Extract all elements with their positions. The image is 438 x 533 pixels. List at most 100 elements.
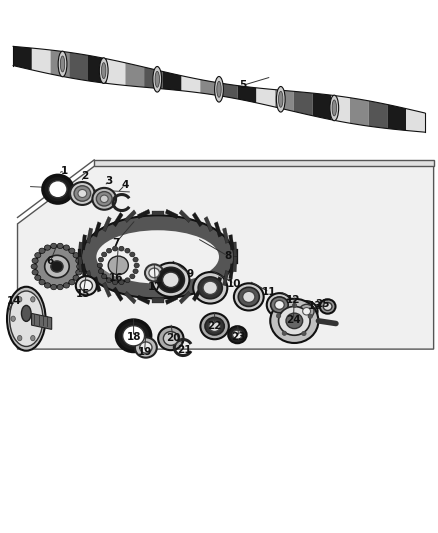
- Ellipse shape: [119, 280, 124, 285]
- Ellipse shape: [77, 264, 83, 269]
- Ellipse shape: [39, 248, 45, 254]
- Ellipse shape: [92, 188, 116, 209]
- Polygon shape: [152, 298, 164, 303]
- Ellipse shape: [200, 313, 229, 340]
- Polygon shape: [69, 52, 88, 81]
- Ellipse shape: [123, 326, 145, 346]
- Ellipse shape: [99, 269, 104, 273]
- Polygon shape: [233, 257, 237, 272]
- Ellipse shape: [64, 245, 70, 251]
- Ellipse shape: [140, 342, 152, 353]
- Text: 13: 13: [308, 302, 323, 311]
- Ellipse shape: [102, 252, 107, 257]
- Ellipse shape: [35, 253, 41, 258]
- Ellipse shape: [135, 337, 157, 358]
- Polygon shape: [152, 211, 164, 215]
- Ellipse shape: [31, 297, 35, 302]
- Ellipse shape: [99, 257, 104, 262]
- Ellipse shape: [113, 246, 118, 251]
- Ellipse shape: [18, 297, 22, 302]
- Ellipse shape: [73, 253, 79, 258]
- Ellipse shape: [205, 317, 224, 335]
- Polygon shape: [78, 242, 83, 257]
- Text: 5: 5: [240, 80, 247, 90]
- Ellipse shape: [51, 261, 63, 272]
- Ellipse shape: [57, 285, 63, 290]
- Ellipse shape: [32, 258, 38, 263]
- Ellipse shape: [293, 303, 297, 308]
- Ellipse shape: [125, 278, 130, 282]
- Text: 2: 2: [81, 171, 88, 181]
- Ellipse shape: [276, 314, 281, 318]
- Ellipse shape: [97, 263, 102, 268]
- Text: 21: 21: [177, 345, 191, 355]
- Text: 3: 3: [105, 176, 112, 186]
- Ellipse shape: [119, 246, 124, 251]
- Ellipse shape: [43, 175, 73, 203]
- Ellipse shape: [234, 284, 264, 310]
- Ellipse shape: [320, 300, 336, 313]
- Polygon shape: [234, 249, 238, 264]
- Ellipse shape: [39, 279, 45, 285]
- Polygon shape: [204, 216, 213, 232]
- Text: 9: 9: [187, 270, 194, 279]
- Ellipse shape: [44, 245, 50, 251]
- Text: 17: 17: [148, 282, 163, 292]
- Ellipse shape: [37, 316, 42, 321]
- Ellipse shape: [133, 257, 138, 262]
- Polygon shape: [138, 295, 150, 304]
- Ellipse shape: [45, 255, 69, 278]
- Ellipse shape: [152, 263, 189, 297]
- Ellipse shape: [49, 181, 67, 198]
- Polygon shape: [165, 295, 178, 304]
- Text: 18: 18: [126, 332, 141, 342]
- Ellipse shape: [51, 243, 57, 248]
- Polygon shape: [124, 210, 136, 223]
- Polygon shape: [81, 235, 87, 250]
- Ellipse shape: [238, 287, 259, 306]
- Ellipse shape: [7, 287, 46, 351]
- Ellipse shape: [69, 248, 75, 254]
- Ellipse shape: [106, 278, 112, 282]
- Ellipse shape: [267, 293, 292, 317]
- Polygon shape: [275, 90, 294, 111]
- Text: 22: 22: [207, 321, 222, 331]
- Ellipse shape: [96, 192, 112, 206]
- Text: 11: 11: [262, 287, 277, 297]
- Text: 23: 23: [231, 332, 246, 342]
- Polygon shape: [94, 222, 101, 237]
- Polygon shape: [219, 83, 238, 99]
- Text: 16: 16: [109, 273, 124, 283]
- Ellipse shape: [70, 182, 95, 205]
- Text: 4: 4: [121, 180, 128, 190]
- Polygon shape: [214, 277, 222, 292]
- Polygon shape: [233, 242, 237, 257]
- Ellipse shape: [228, 326, 247, 343]
- Ellipse shape: [153, 67, 162, 92]
- Ellipse shape: [271, 297, 288, 313]
- Text: 25: 25: [314, 299, 329, 309]
- Ellipse shape: [100, 195, 108, 203]
- Polygon shape: [32, 48, 50, 74]
- Ellipse shape: [279, 306, 310, 335]
- Polygon shape: [113, 287, 123, 302]
- Ellipse shape: [69, 279, 75, 285]
- Ellipse shape: [58, 51, 67, 77]
- Ellipse shape: [308, 314, 312, 318]
- Ellipse shape: [31, 335, 35, 341]
- Ellipse shape: [275, 301, 284, 309]
- Ellipse shape: [243, 291, 255, 303]
- Ellipse shape: [282, 331, 286, 335]
- Polygon shape: [223, 228, 229, 244]
- Ellipse shape: [11, 316, 15, 321]
- Text: 7: 7: [113, 238, 120, 247]
- Polygon shape: [124, 291, 136, 304]
- Ellipse shape: [215, 76, 223, 102]
- Polygon shape: [78, 249, 81, 264]
- Ellipse shape: [130, 274, 135, 279]
- Text: 20: 20: [166, 334, 180, 343]
- Polygon shape: [86, 270, 93, 286]
- Ellipse shape: [100, 249, 136, 282]
- Ellipse shape: [296, 301, 318, 321]
- Ellipse shape: [102, 63, 106, 78]
